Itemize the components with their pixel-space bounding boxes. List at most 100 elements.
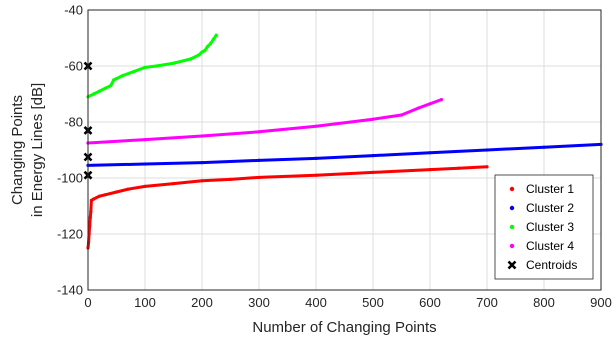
series-points-trace <box>86 142 603 167</box>
legend-marker <box>509 186 515 192</box>
legend-marker <box>509 205 515 211</box>
x-axis-label: Number of Changing Points <box>252 319 436 336</box>
data-point <box>97 89 101 93</box>
data-point <box>89 210 93 214</box>
data-point <box>371 117 375 121</box>
legend-marker <box>509 224 515 230</box>
y-axis-label-line-2: in Energy Lines [dB] <box>29 83 46 217</box>
data-point <box>92 197 96 201</box>
legend-label: Centroids <box>526 258 577 272</box>
y-tick-label: -40 <box>64 3 83 18</box>
legend-label: Cluster 1 <box>526 182 574 196</box>
legend-label: Cluster 2 <box>526 201 574 215</box>
data-point <box>143 65 147 69</box>
legend-marker <box>509 243 515 249</box>
data-point <box>200 179 204 183</box>
series-layer <box>83 33 603 250</box>
data-point <box>206 44 210 49</box>
data-point <box>214 33 218 37</box>
data-point <box>200 161 204 165</box>
x-tick-label: 400 <box>305 295 327 310</box>
data-point <box>143 138 147 142</box>
y-tick-label: -60 <box>64 59 83 74</box>
x-tick-label: 700 <box>476 295 498 310</box>
x-tick-label: 0 <box>84 295 91 310</box>
data-point <box>200 50 204 54</box>
data-point <box>542 145 546 149</box>
data-point <box>399 113 404 117</box>
data-point <box>88 224 92 228</box>
data-point <box>103 193 107 197</box>
legend-item: Cluster 2 <box>509 201 574 215</box>
data-point <box>439 98 443 102</box>
series-cluster-2 <box>86 142 603 167</box>
data-point <box>132 70 136 74</box>
data-point <box>211 37 215 42</box>
data-point <box>143 184 147 188</box>
data-point <box>257 130 261 134</box>
axes-box <box>87 9 602 291</box>
data-point <box>200 134 204 138</box>
data-point <box>417 106 421 110</box>
series-points-trace <box>86 165 489 250</box>
data-point <box>86 240 91 244</box>
data-point <box>428 168 432 172</box>
series-cluster-4 <box>86 98 443 145</box>
data-point <box>126 187 130 191</box>
data-point <box>371 154 375 158</box>
tick-labels: 0 100 200 300 400 500 600 700 800 900 -140 -120 -100… <box>57 3 612 311</box>
series-cluster-3 <box>86 33 218 99</box>
data-point <box>114 190 119 194</box>
x-tick-label: 600 <box>419 295 441 310</box>
data-point <box>97 194 101 198</box>
data-point <box>109 84 113 88</box>
data-point <box>189 57 193 61</box>
data-point <box>114 77 119 81</box>
data-point <box>103 86 107 90</box>
series-points-trace <box>86 98 443 145</box>
data-point <box>314 173 318 177</box>
data-point <box>203 49 207 53</box>
data-point <box>171 182 176 186</box>
legend-item: Cluster 1 <box>509 182 574 196</box>
x-tick-label: 100 <box>134 295 156 310</box>
legend-label: Cluster 4 <box>526 239 574 253</box>
x-tick-label: 200 <box>191 295 213 310</box>
data-point <box>371 170 375 174</box>
data-point <box>120 74 124 78</box>
x-tick-label: 500 <box>362 295 384 310</box>
y-tick-label: -100 <box>57 171 83 186</box>
y-tick-label: -80 <box>64 115 83 130</box>
legend-marker <box>507 260 517 270</box>
data-point <box>154 64 158 68</box>
data-point <box>88 215 92 219</box>
x-tick-label: 800 <box>533 295 555 310</box>
data-point <box>208 42 213 46</box>
legend-item: Cluster 3 <box>509 220 574 234</box>
data-point <box>257 158 261 162</box>
data-point <box>456 166 461 170</box>
legend-item: Cluster 4 <box>509 239 574 253</box>
data-point <box>314 156 318 160</box>
data-point <box>112 78 116 82</box>
data-point <box>228 177 233 181</box>
y-axis-label-line-1: Changing Points <box>9 95 26 205</box>
data-point <box>171 61 176 65</box>
x-tick-label: 900 <box>590 295 612 310</box>
data-point <box>92 92 96 96</box>
data-point <box>428 151 432 155</box>
data-point <box>143 162 147 166</box>
x-tick-label: 300 <box>248 295 270 310</box>
data-point <box>485 165 489 169</box>
series-cluster-1 <box>86 165 489 250</box>
y-tick-label: -120 <box>57 227 83 242</box>
data-point <box>428 102 432 106</box>
y-tick-label: -140 <box>57 283 83 298</box>
data-point <box>314 124 318 128</box>
legend-label: Cluster 3 <box>526 220 574 234</box>
data-point <box>197 53 201 57</box>
legend-item: Centroids <box>507 258 577 272</box>
legend: Cluster 1 Cluster 2 Cluster 3 Cluster 4 Cent… <box>494 174 594 280</box>
data-point <box>485 148 489 152</box>
